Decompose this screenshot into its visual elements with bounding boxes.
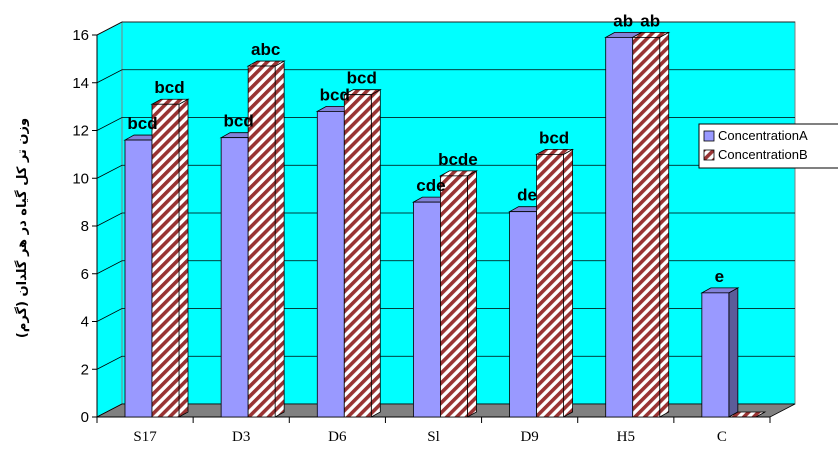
bars xyxy=(123,31,767,418)
bar-concentrationb-h5 xyxy=(631,31,671,418)
y-tick-label: 4 xyxy=(81,314,89,331)
x-tick-label: D9 xyxy=(520,429,538,445)
bar-concentrationb-d6 xyxy=(342,89,382,418)
data-label-concentrationa-s17: bcd xyxy=(127,114,157,133)
data-label-concentrationb-sl: bcde xyxy=(438,150,478,169)
data-label-concentrationa-c: e xyxy=(715,267,724,286)
legend-swatch-concentrationb xyxy=(703,149,715,161)
data-label-concentrationb-s17: bcd xyxy=(154,78,184,97)
legend-box xyxy=(698,123,838,169)
legend-label-concentrationa: ConcentrationA xyxy=(718,128,808,143)
y-tick-label: 6 xyxy=(81,266,89,283)
bar-concentrationb-d3 xyxy=(246,60,286,418)
data-label-concentrationb-d9: bcd xyxy=(539,128,569,147)
data-label-concentrationb-d6: bcd xyxy=(347,69,377,88)
y-tick-label: 12 xyxy=(72,123,89,140)
x-tick-label: C xyxy=(717,429,727,445)
legend-label-concentrationb: ConcentrationB xyxy=(718,147,808,162)
y-tick-label: 2 xyxy=(81,361,89,378)
data-label-concentrationa-d9: de xyxy=(517,186,537,205)
x-tick-label: Sl xyxy=(427,429,440,445)
y-tick-label: 10 xyxy=(72,170,89,187)
data-label-concentrationa-h5: ab xyxy=(613,11,633,30)
data-label-concentrationb-h5: ab xyxy=(640,11,660,30)
legend-swatch-concentrationa xyxy=(703,130,715,142)
y-tick-label: 14 xyxy=(72,75,89,92)
y-tick-label: 8 xyxy=(81,218,89,235)
data-label-concentrationa-d3: bcd xyxy=(224,112,254,131)
gridline xyxy=(96,69,795,84)
x-axis-ticks: S17 D3 D6 Sl D9 H5 C xyxy=(96,417,771,445)
y-axis-ticks: 0 2 4 6 8 10 12 14 16 xyxy=(72,27,97,426)
bar-concentrationb-s17 xyxy=(150,98,190,418)
data-label-concentrationa-d6: bcd xyxy=(320,85,350,104)
x-tick-label: S17 xyxy=(133,429,157,445)
y-tick-label: 0 xyxy=(81,409,89,426)
bar-concentrationb-sl xyxy=(438,170,478,418)
x-tick-label: D6 xyxy=(328,429,347,445)
gridline xyxy=(96,21,795,36)
x-tick-label: D3 xyxy=(232,429,250,445)
gridline xyxy=(96,117,795,131)
bar-concentrationa-c xyxy=(700,287,740,418)
y-tick-label: 16 xyxy=(72,27,89,44)
data-label-concentrationa-sl: cde xyxy=(416,176,445,195)
x-tick-label: H5 xyxy=(617,429,635,445)
y-axis-label: وزن تر کل گیاه در هر گلدان (گرم) xyxy=(14,118,30,338)
bar-concentrationb-c xyxy=(727,411,767,418)
bar-concentrationb-d9 xyxy=(535,148,575,418)
data-label-concentrationb-d3: abc xyxy=(251,40,280,59)
legend: ConcentrationA ConcentrationB xyxy=(698,123,838,169)
